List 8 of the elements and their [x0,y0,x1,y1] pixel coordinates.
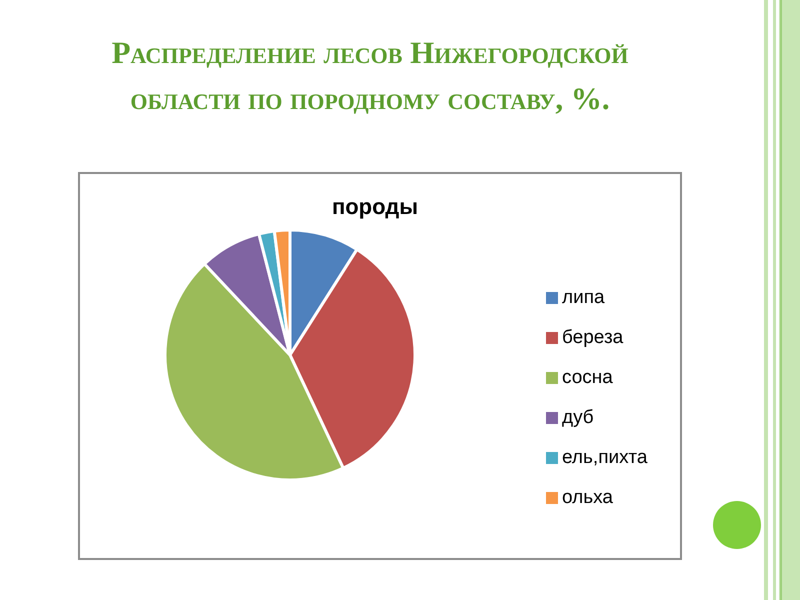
legend-label: сосна [562,367,613,388]
chart-title: Распределение лесов Нижегородской области по породному составу, %. [112,35,628,116]
chart-subtitle: породы [332,194,418,219]
legend-label: береза [562,327,624,348]
legend-label: ольха [562,487,613,508]
legend-label: липа [562,287,605,308]
legend-label: дуб [562,407,594,428]
legend-label: ель,пихта [562,447,648,468]
